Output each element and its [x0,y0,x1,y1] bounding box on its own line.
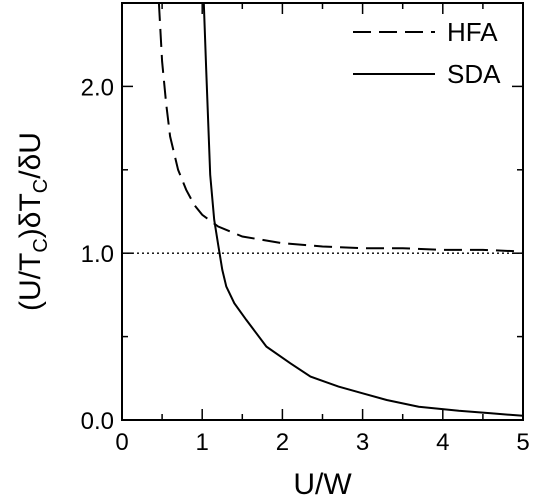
y-tick-label: 1.0 [81,241,114,268]
y-axis-label-subscript: C [30,179,52,193]
series-line-hfa [157,3,523,253]
x-tick-label: 5 [516,429,529,456]
legend-label-sda: SDA [447,59,501,89]
x-tick-label: 0 [115,429,128,456]
x-tick-label: 2 [276,429,289,456]
x-tick-label: 4 [436,429,449,456]
y-axis-label-subscript: C [30,238,52,252]
y-axis-label: (U/TC)δTC/δU [14,132,52,311]
y-tick-label: 0.0 [81,408,114,435]
x-tick-label: 3 [356,429,369,456]
legend: HFA SDA [353,17,501,89]
x-tick-label: 1 [196,429,209,456]
y-axis-label-part: )δT [14,193,47,238]
y-tick-label: 2.0 [81,74,114,101]
legend-label-hfa: HFA [447,17,498,47]
series-line-sda [202,3,523,417]
y-axis-label-part: /δU [14,132,47,179]
y-axis-label-part: (U/T [14,253,47,311]
x-axis-label: U/W [293,468,352,499]
